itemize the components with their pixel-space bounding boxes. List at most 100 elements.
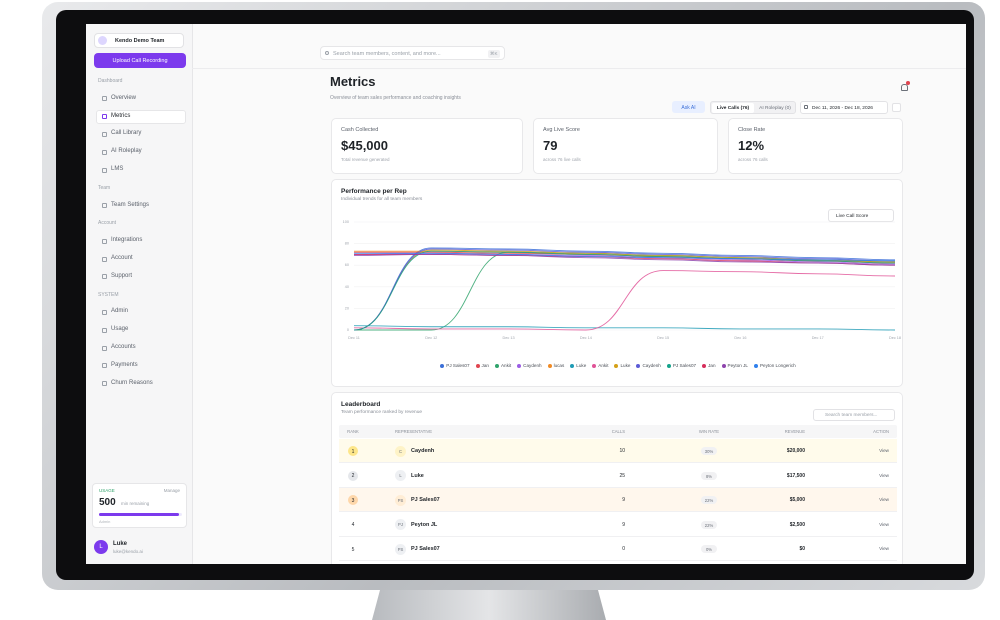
nav-item[interactable]: Team Settings	[111, 201, 150, 208]
date-range-picker[interactable]: Dec 11, 2026 - Dec 18, 2026	[800, 101, 888, 114]
legend-item: Ankit	[592, 363, 608, 368]
legend-item: Peyton Longerich	[753, 363, 796, 368]
team-switcher[interactable]: Kendo Demo Team	[94, 33, 184, 48]
y-tick-label: 40	[345, 285, 349, 289]
nav-item[interactable]: Overview	[111, 94, 137, 101]
legend-label: Peyton JL	[727, 363, 748, 368]
nav-section-title: Team	[98, 184, 111, 191]
leaderboard-subtitle: Team performance ranked by revenue	[341, 410, 423, 415]
y-tick-label: 20	[345, 306, 349, 310]
series-line	[353, 250, 896, 331]
rep-name: PJ Sales07	[411, 546, 440, 552]
nav-item[interactable]: Usage	[111, 326, 129, 333]
view-tabs: Live Calls (76) AI Roleplay (0)	[710, 101, 796, 114]
usage-label: USAGE	[99, 488, 115, 493]
nav-item[interactable]: LMS	[111, 166, 124, 172]
revenue: $5,000	[789, 497, 805, 503]
view-link[interactable]: View	[879, 546, 889, 551]
nav-icon	[102, 238, 107, 244]
y-tick-label: 80	[345, 242, 349, 246]
usage-manage[interactable]: Manage	[163, 488, 180, 493]
nav-item[interactable]: Account	[111, 255, 133, 261]
view-link[interactable]: View	[879, 497, 889, 502]
calls: 10	[619, 448, 625, 454]
x-tick-label: Dec 14	[580, 336, 592, 340]
legend-label: Peyton Longerich	[759, 363, 796, 368]
view-link[interactable]: View	[879, 521, 889, 527]
legend-item: PJ Sales07	[666, 363, 697, 368]
nav-icon	[102, 114, 107, 120]
nav-item[interactable]: Churn Reasons	[111, 379, 153, 386]
x-tick-label: Dec 15	[657, 336, 669, 340]
tab[interactable]: AI Roleplay (0)	[759, 105, 791, 111]
user-avatar: L	[94, 540, 108, 554]
rank-badge: 2	[348, 470, 358, 481]
nav-item[interactable]: Admin	[111, 308, 129, 315]
view-link[interactable]: View	[879, 472, 889, 478]
nav-item[interactable]: Call Library	[111, 130, 142, 137]
calls: 9	[622, 497, 625, 503]
table-row	[339, 463, 897, 488]
stat-card: Cash Collected $45,000 Total revenue gener…	[331, 118, 523, 174]
view-link[interactable]: View	[879, 448, 889, 453]
tab-active[interactable]: Live Calls (76)	[712, 103, 754, 113]
nav-icon	[102, 345, 107, 351]
stat-label: Close Rate	[738, 127, 766, 133]
ask-ai-button[interactable]: Ask AI	[672, 101, 705, 113]
win-rate-pill: 22%	[701, 496, 717, 504]
refresh-button[interactable]	[892, 103, 901, 112]
legend-label: Jan	[708, 363, 716, 368]
series-line	[353, 251, 896, 331]
leaderboard-search[interactable]: Search team members...	[813, 409, 895, 421]
series-line	[353, 253, 896, 266]
nav-icon	[102, 363, 107, 369]
stand-neck	[372, 590, 606, 620]
win-rate-pill: 22%	[701, 520, 717, 529]
usage-bar	[99, 513, 179, 516]
legend-label: Ankit	[500, 363, 512, 368]
legend-swatch	[702, 363, 707, 368]
legend-label: Caydenh	[642, 363, 661, 368]
nav-item[interactable]: Accounts	[111, 344, 136, 350]
notification-bell[interactable]	[901, 84, 908, 91]
user-name[interactable]: Luke	[113, 541, 128, 547]
nav-item[interactable]: Metrics	[111, 112, 131, 119]
legend-swatch	[547, 363, 552, 368]
table-row	[339, 439, 897, 463]
rep-name: Luke	[411, 472, 424, 479]
legend-item: Caydenh	[636, 363, 661, 368]
legend-swatch	[475, 363, 480, 368]
x-tick-label: Dec 12	[425, 336, 437, 340]
nav-item[interactable]: AI Roleplay	[111, 148, 142, 155]
metric-dropdown[interactable]: Live Call Score	[828, 209, 894, 222]
upload-button[interactable]: Upload Call Recording	[94, 53, 186, 68]
stat-note: across 76 live calls	[543, 157, 581, 162]
x-tick-label: Dec 11	[348, 336, 360, 340]
legend-label: Ankit	[598, 363, 609, 368]
rank-badge: 5	[351, 546, 355, 553]
table-header-bg	[339, 425, 897, 438]
rank-badge: 3	[348, 495, 358, 505]
x-tick-label: Dec 17	[812, 336, 824, 340]
legend-label: PJ Sales07	[672, 363, 697, 368]
nav-item[interactable]: Integrations	[111, 237, 143, 244]
leaderboard-title: Leaderboard	[341, 401, 381, 408]
chart-card: Performance per Rep Individual trends for…	[331, 179, 903, 387]
legend-swatch	[592, 363, 597, 368]
nav-item[interactable]: Support	[111, 272, 133, 279]
column-header: WIN RATE	[698, 429, 720, 434]
legend-swatch	[570, 363, 575, 368]
nav-icon	[102, 309, 107, 315]
search-box[interactable]: Search team members, content, and more..…	[320, 46, 505, 60]
legend-item: Jan	[702, 363, 716, 368]
x-tick-label: Dec 16	[734, 336, 746, 340]
search-icon	[325, 51, 329, 55]
column-header: CALLS	[611, 429, 625, 434]
revenue: $17,500	[786, 472, 805, 479]
nav-icon	[102, 327, 107, 333]
x-tick-label: Dec 13	[503, 336, 515, 340]
nav-item[interactable]: Payments	[111, 361, 138, 368]
win-rate-pill: 0%	[701, 545, 717, 553]
legend-swatch	[721, 363, 726, 368]
